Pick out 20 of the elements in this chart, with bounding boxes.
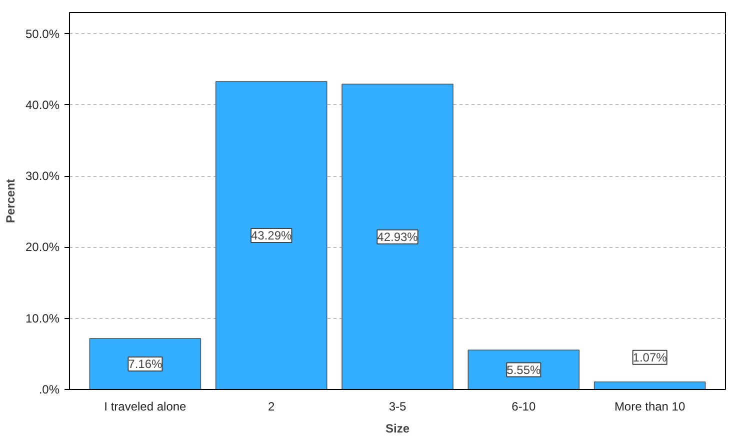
x-tick-label: I traveled alone <box>104 400 187 414</box>
bar <box>468 350 580 390</box>
y-axis-title: Percent <box>3 178 18 224</box>
bar <box>594 381 706 390</box>
y-tick-label: 10.0% <box>25 311 60 326</box>
y-tick-label: 20.0% <box>25 240 60 254</box>
y-tick-label: 40.0% <box>25 98 60 112</box>
x-axis-title: Size <box>385 422 410 436</box>
y-tick-label: .0% <box>38 382 60 396</box>
y-tick-label: 50.0% <box>25 26 60 41</box>
data-label: 1.07% <box>632 350 668 364</box>
bar <box>89 338 202 390</box>
x-tick-label: 3-5 <box>388 400 406 414</box>
x-tick-label: More than 10 <box>614 400 686 414</box>
x-tick-label: 6-10 <box>512 400 536 414</box>
bar <box>215 81 328 390</box>
x-tick-label: 2 <box>268 400 276 414</box>
data-label: 42.93% <box>377 230 418 244</box>
bar <box>342 84 454 390</box>
y-tick-label: 30.0% <box>25 169 60 184</box>
